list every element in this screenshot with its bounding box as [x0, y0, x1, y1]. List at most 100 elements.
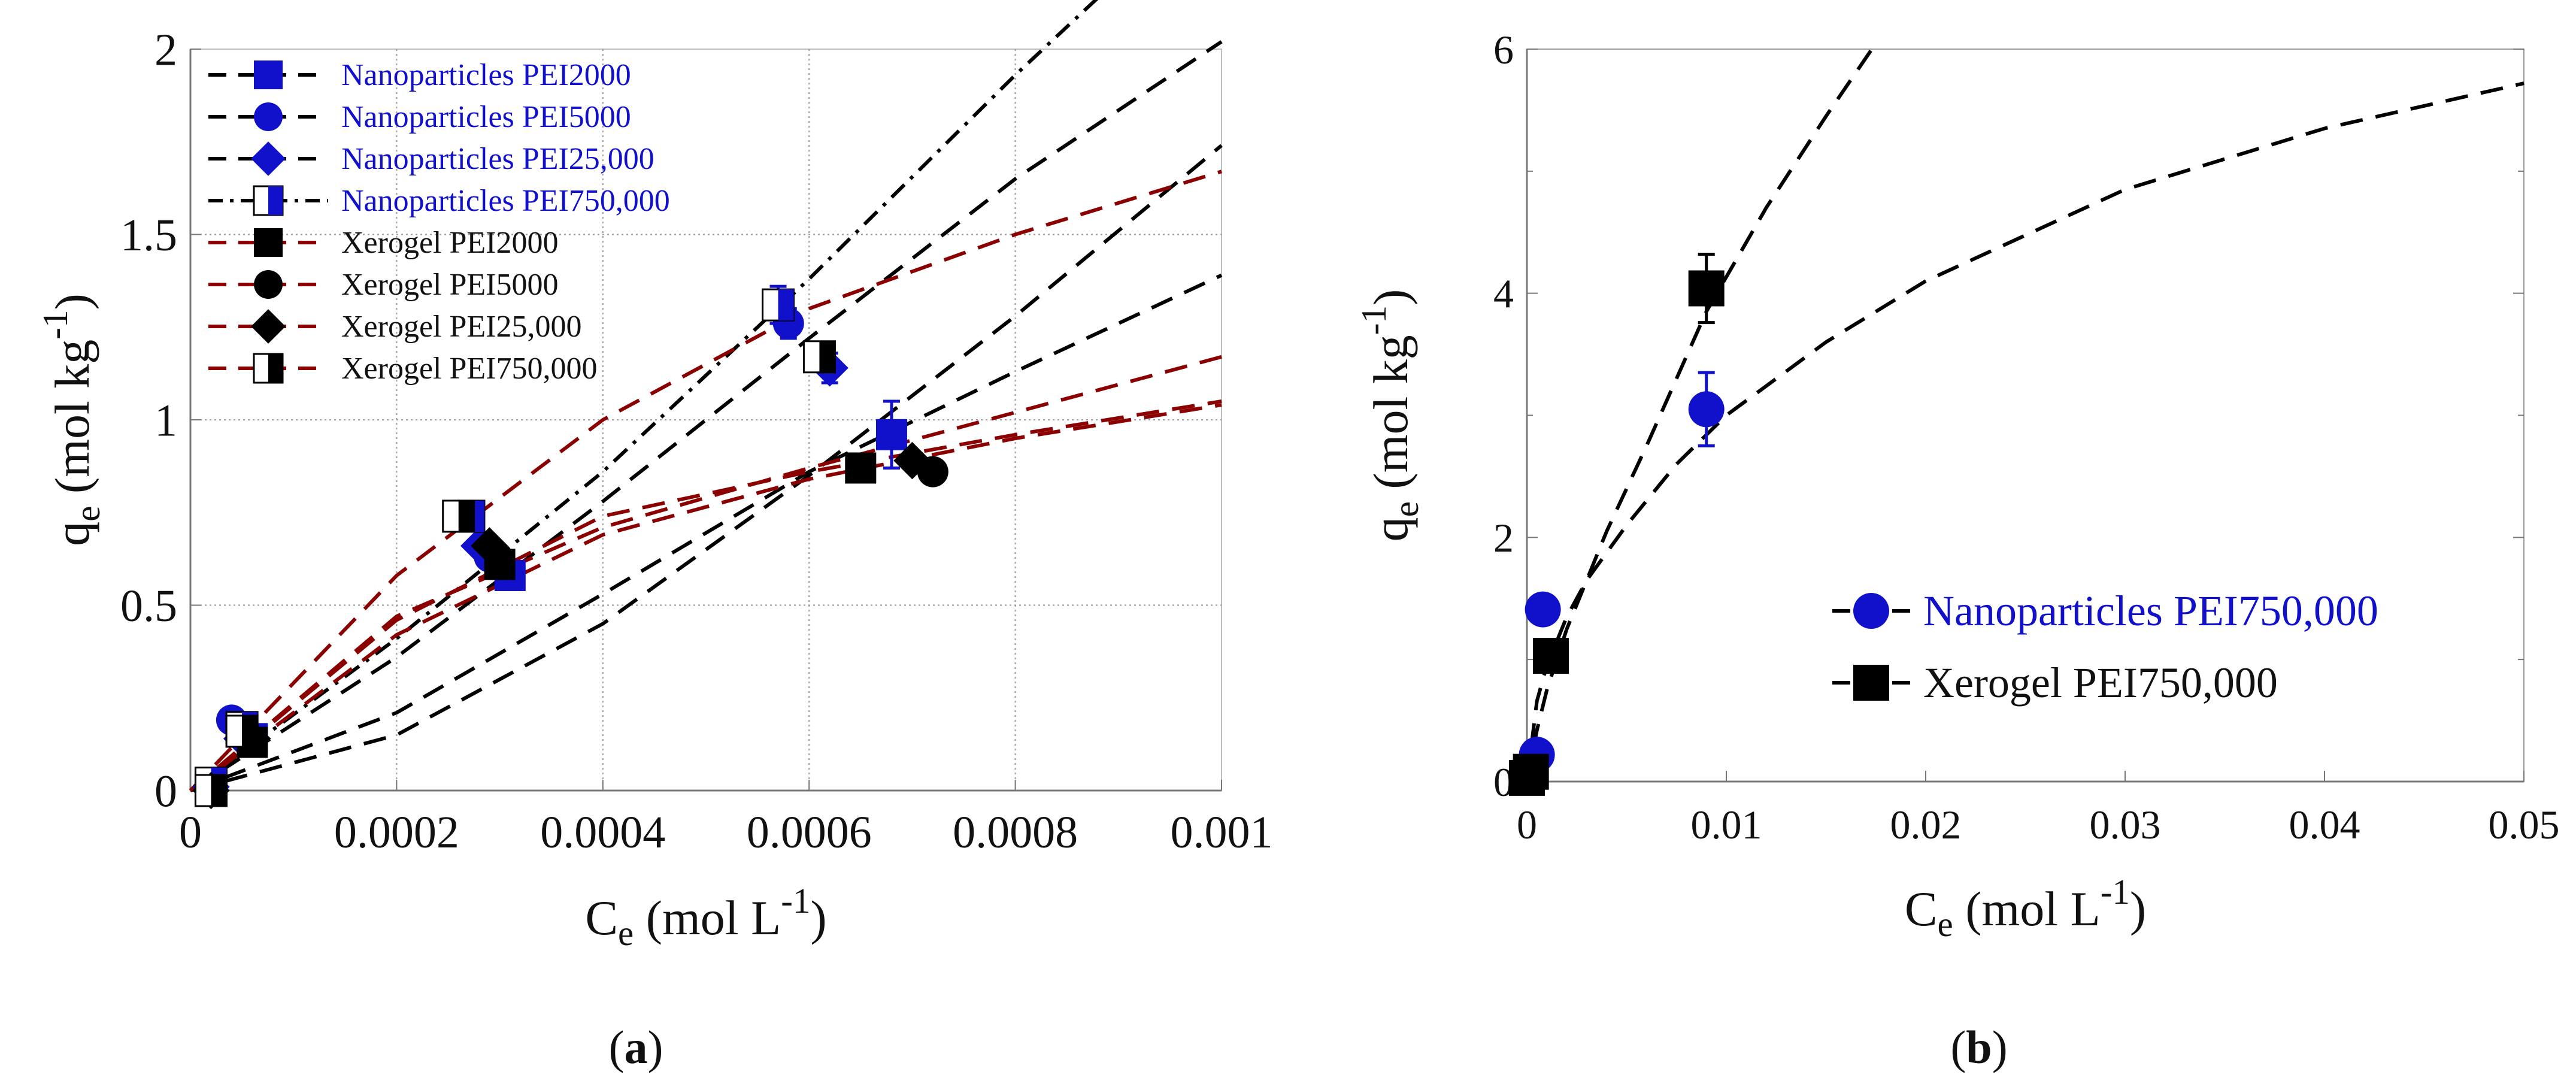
chart-panel-a: 0 0.0002 0.0004 0.0006 0.0008 0.001 0 0.5 1 1.5 2 C…: [35, 0, 1273, 1073]
ticks: [190, 49, 1222, 791]
legend-marker: [254, 228, 283, 257]
data-point: [1525, 591, 1561, 628]
x-tick-label: 0.001: [1171, 807, 1273, 858]
x-axis-title-symbol: C: [585, 891, 618, 945]
x-axis-title: Ce (mol L-1): [1905, 872, 2146, 944]
legend-marker: [251, 141, 286, 176]
y-axis-title-close: ): [1363, 289, 1418, 305]
legend-label: Nanoparticles PEI5000: [341, 100, 631, 134]
legend-label: Nanoparticles PEI750,000: [341, 184, 670, 218]
x-tick-label: 0.04: [2289, 802, 2360, 847]
data-point: [1513, 753, 1549, 790]
legend-marker: [1853, 665, 1889, 701]
fit-curve-xero: [189, 355, 1222, 792]
x-tick-label: 0.01: [1691, 802, 1762, 847]
legend-marker: [254, 60, 283, 89]
legend-label: Xerogel PEI750,000: [341, 352, 597, 386]
fit-curve-nano: [189, 273, 1223, 792]
marker-half-fill: [819, 341, 835, 373]
x-axis-title-close: ): [2130, 882, 2146, 936]
y-tick-label: 1: [154, 396, 177, 446]
x-axis-title-unit: (mol L: [1953, 882, 2101, 936]
panel-label-open: (: [1950, 1021, 1966, 1073]
y-tick-label: 0.5: [120, 581, 177, 631]
y-axis-title-unit: (mol kg: [1363, 335, 1418, 501]
y-axis-title-close: ): [45, 293, 99, 310]
fit-curve-xero: [1525, 48, 1874, 782]
y-tick-label: 4: [1493, 271, 1514, 316]
legend-item: Nanoparticles PEI25,000: [208, 141, 654, 176]
x-axis-title-unit: (mol L: [634, 891, 781, 945]
fit-curves: [189, 0, 1223, 792]
x-axis-title-close: ): [810, 891, 826, 945]
legend-label: Nanoparticles PEI25,000: [341, 142, 654, 176]
panel-label-close: ): [648, 1021, 663, 1073]
x-axis-title-symbol: C: [1905, 882, 1938, 936]
legend-item: Nanoparticles PEI5000: [208, 100, 631, 134]
x-axis-title-exponent: -1: [2101, 872, 2130, 912]
marker-half-fill: [778, 289, 794, 321]
fit-curve-nano: [190, 144, 1223, 792]
data-point: [893, 441, 931, 480]
legend-marker: [1853, 593, 1889, 629]
legend-marker: [254, 270, 283, 299]
x-tick-label: 0.05: [2489, 802, 2560, 847]
legend-marker: [253, 353, 284, 384]
marker-half-fill: [242, 715, 258, 747]
data-point: [1688, 391, 1725, 428]
x-axis-title: Ce (mol L-1): [585, 881, 826, 953]
data-markers: [192, 284, 948, 810]
y-axis-title: qe (mol kg-1): [35, 293, 107, 546]
y-axis-title-subscript: e: [68, 506, 107, 522]
panel-label-close: ): [1992, 1021, 2008, 1073]
x-tick-label: 0.0008: [953, 807, 1078, 858]
legend-item: Nanoparticles PEI750,000: [1832, 587, 2378, 635]
legend-marker: [253, 185, 284, 216]
x-tick-label: 0.0002: [334, 807, 459, 858]
data-point: [845, 452, 877, 484]
marker-half-fill: [268, 186, 283, 215]
data-point: [225, 714, 259, 748]
legend-item: Xerogel PEI750,000: [208, 352, 597, 386]
fit-curve-xero: [189, 403, 1222, 792]
y-axis-title-subscript: e: [1386, 501, 1426, 517]
legend: Nanoparticles PEI750,000 Xerogel PEI750,0…: [1832, 587, 2378, 707]
data-point: [471, 527, 508, 565]
legend-label: Xerogel PEI25,000: [341, 310, 581, 344]
x-tick-label: 0: [1517, 802, 1537, 847]
x-tick-label: 0.0006: [747, 807, 872, 858]
legend-item: Xerogel PEI750,000: [1832, 659, 2278, 707]
legend-label: Xerogel PEI2000: [341, 226, 558, 260]
x-axis-title-subscript: e: [618, 913, 634, 953]
data-point: [1532, 638, 1569, 674]
marker-half-fill: [458, 500, 474, 532]
legend: Nanoparticles PEI2000 Nanoparticles PEI50…: [208, 58, 670, 386]
legend-label: Xerogel PEI5000: [341, 268, 558, 302]
legend-item: Nanoparticles PEI750,000: [208, 184, 670, 218]
panel-label-open: (: [609, 1021, 625, 1073]
y-tick-label: 0: [154, 767, 177, 817]
x-axis-title-exponent: -1: [781, 881, 810, 920]
data-point: [875, 419, 907, 450]
x-tick-label: 0.02: [1890, 802, 1962, 847]
y-tick-label: 6: [1493, 27, 1514, 72]
x-axis-title-subscript: e: [1938, 904, 1953, 944]
marker-half-fill: [211, 775, 227, 806]
fit-curve-xero: [189, 399, 1222, 792]
fit-curve-nano: [189, 0, 1099, 792]
data-point: [802, 340, 836, 374]
marker-half-fill: [268, 354, 283, 383]
panel-label-letter: b: [1966, 1021, 1992, 1073]
data-point: [442, 499, 475, 533]
panel-label: (b): [1950, 1021, 2007, 1073]
y-axis-title-exponent: -1: [1354, 305, 1393, 335]
ticks: [1526, 49, 2525, 782]
legend-marker: [254, 102, 283, 131]
y-tick-label: 1.5: [120, 210, 177, 261]
data-point: [194, 774, 228, 807]
panel-label: (a): [609, 1021, 663, 1073]
x-tick-label: 0: [179, 807, 202, 858]
data-markers: [1509, 252, 1725, 796]
